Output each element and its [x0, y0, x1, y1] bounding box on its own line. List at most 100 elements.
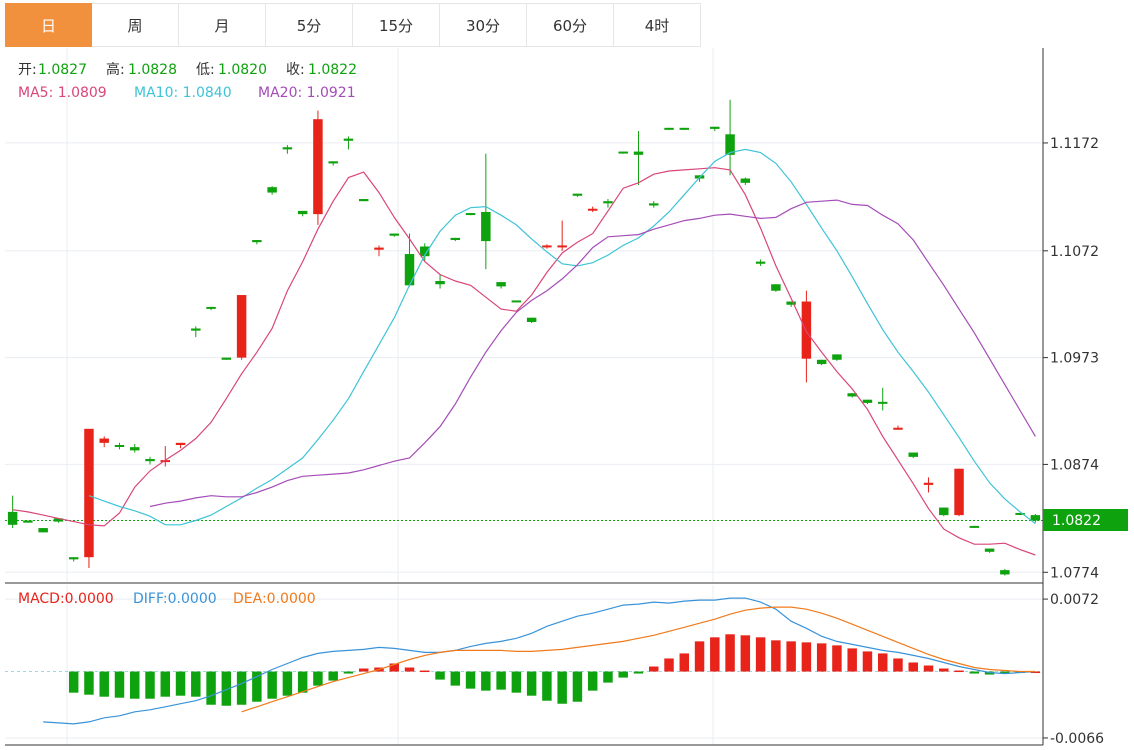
macd-bar — [771, 640, 781, 672]
tab-4[interactable]: 15分 — [353, 3, 440, 47]
macd-bar — [725, 634, 735, 672]
tab-6[interactable]: 60分 — [527, 3, 614, 47]
candle-body — [282, 147, 293, 150]
candle-body — [160, 460, 171, 463]
macd-bar — [801, 642, 812, 672]
candle-body — [877, 401, 888, 404]
macd-bar — [84, 671, 94, 695]
macd-bar — [710, 637, 720, 672]
macd-bar — [206, 671, 216, 705]
tab-2[interactable]: 月 — [179, 3, 266, 47]
open-label: 开: — [18, 62, 37, 78]
macd-bar — [694, 641, 705, 672]
candle-body — [679, 127, 690, 130]
candle-body — [358, 199, 369, 202]
candle-body — [832, 354, 842, 360]
candle-body — [221, 357, 232, 360]
macd-bar — [389, 663, 399, 672]
candle-body — [1000, 570, 1010, 575]
tab-0[interactable]: 日 — [5, 3, 92, 47]
candle-body — [206, 306, 216, 309]
tab-3[interactable]: 5分 — [266, 3, 353, 47]
price-panel — [5, 99, 1043, 576]
macd-bar — [816, 643, 827, 672]
macd-bar — [175, 671, 186, 696]
price-tick-label: 1.0973 — [1050, 351, 1099, 367]
candle-body — [481, 211, 491, 242]
macd-bar — [877, 653, 888, 672]
candle-body — [664, 127, 674, 130]
macd-bar — [649, 666, 659, 672]
macd-bar — [313, 671, 323, 686]
candle-body — [404, 254, 415, 286]
candle-body — [267, 187, 277, 193]
candle-body — [908, 452, 918, 457]
macd-bar — [603, 671, 613, 683]
low-label: 低: — [196, 62, 215, 78]
candle-body — [710, 126, 720, 129]
candle-body — [587, 208, 598, 211]
macd-bar — [939, 668, 949, 672]
tab-1[interactable]: 周 — [92, 3, 179, 47]
ma-line-ma10 — [88, 148, 1036, 526]
candle-body — [816, 359, 827, 365]
macd-bar — [99, 671, 109, 697]
tab-5[interactable]: 30分 — [440, 3, 527, 47]
macd-bar — [572, 671, 583, 702]
macd-bar — [893, 658, 903, 672]
candle-body — [1015, 512, 1025, 515]
candle-body — [23, 520, 33, 523]
candle-body — [939, 507, 949, 516]
ma20-legend: MA20: 1.0921 — [258, 85, 356, 101]
macd-bar — [786, 641, 796, 672]
tab-7[interactable]: 4时 — [614, 3, 701, 47]
candle-body — [511, 300, 522, 303]
candle-body — [450, 237, 461, 241]
macd-bar — [542, 671, 552, 701]
macd-bar — [343, 671, 354, 674]
candle-body — [114, 444, 125, 447]
macd-tick-label: -0.0066 — [1050, 731, 1104, 747]
period-tabs: 日周月 5分 15分 30分 60分 4时 — [5, 3, 701, 47]
macd-panel — [5, 597, 1043, 725]
close-label: 收: — [286, 62, 305, 78]
macd-bar — [328, 671, 338, 681]
macd-legend: MACD:0.0000 — [18, 591, 114, 607]
candle-body — [801, 301, 812, 359]
price-tick-label: 1.0874 — [1050, 457, 1099, 473]
macd-bar — [511, 671, 522, 693]
macd-bar — [664, 658, 674, 672]
macd-bar — [923, 665, 934, 672]
candle-body — [893, 427, 903, 430]
macd-bar — [618, 671, 628, 678]
candle-body — [374, 247, 384, 250]
candle-body — [725, 134, 735, 155]
candle-body — [389, 233, 399, 236]
ma-line-ma5 — [12, 167, 1036, 556]
candle-body — [252, 240, 262, 243]
macd-bar — [862, 651, 873, 672]
macd-bar — [404, 667, 415, 672]
macd-bar — [267, 671, 277, 699]
candle-body — [755, 261, 766, 264]
candle-body — [191, 328, 201, 331]
candle-body — [1030, 515, 1041, 521]
candle-body — [496, 282, 506, 287]
candle-body — [68, 557, 79, 560]
macd-bar — [755, 637, 766, 672]
candle-body — [7, 511, 18, 525]
macd-bar — [145, 671, 155, 699]
macd-bar — [465, 671, 476, 689]
candle-body — [297, 210, 308, 215]
candle-body — [954, 468, 964, 516]
candle-body — [145, 459, 155, 462]
macd-bar — [420, 670, 430, 673]
candle-body — [526, 317, 537, 323]
grid-lines — [5, 48, 1043, 745]
candle-body — [84, 428, 94, 558]
candle-body — [786, 301, 796, 305]
macd-bar — [221, 671, 232, 706]
candle-body — [328, 161, 338, 164]
open-value: 1.0827 — [38, 62, 87, 78]
dea-legend: DEA:0.0000 — [233, 591, 316, 607]
